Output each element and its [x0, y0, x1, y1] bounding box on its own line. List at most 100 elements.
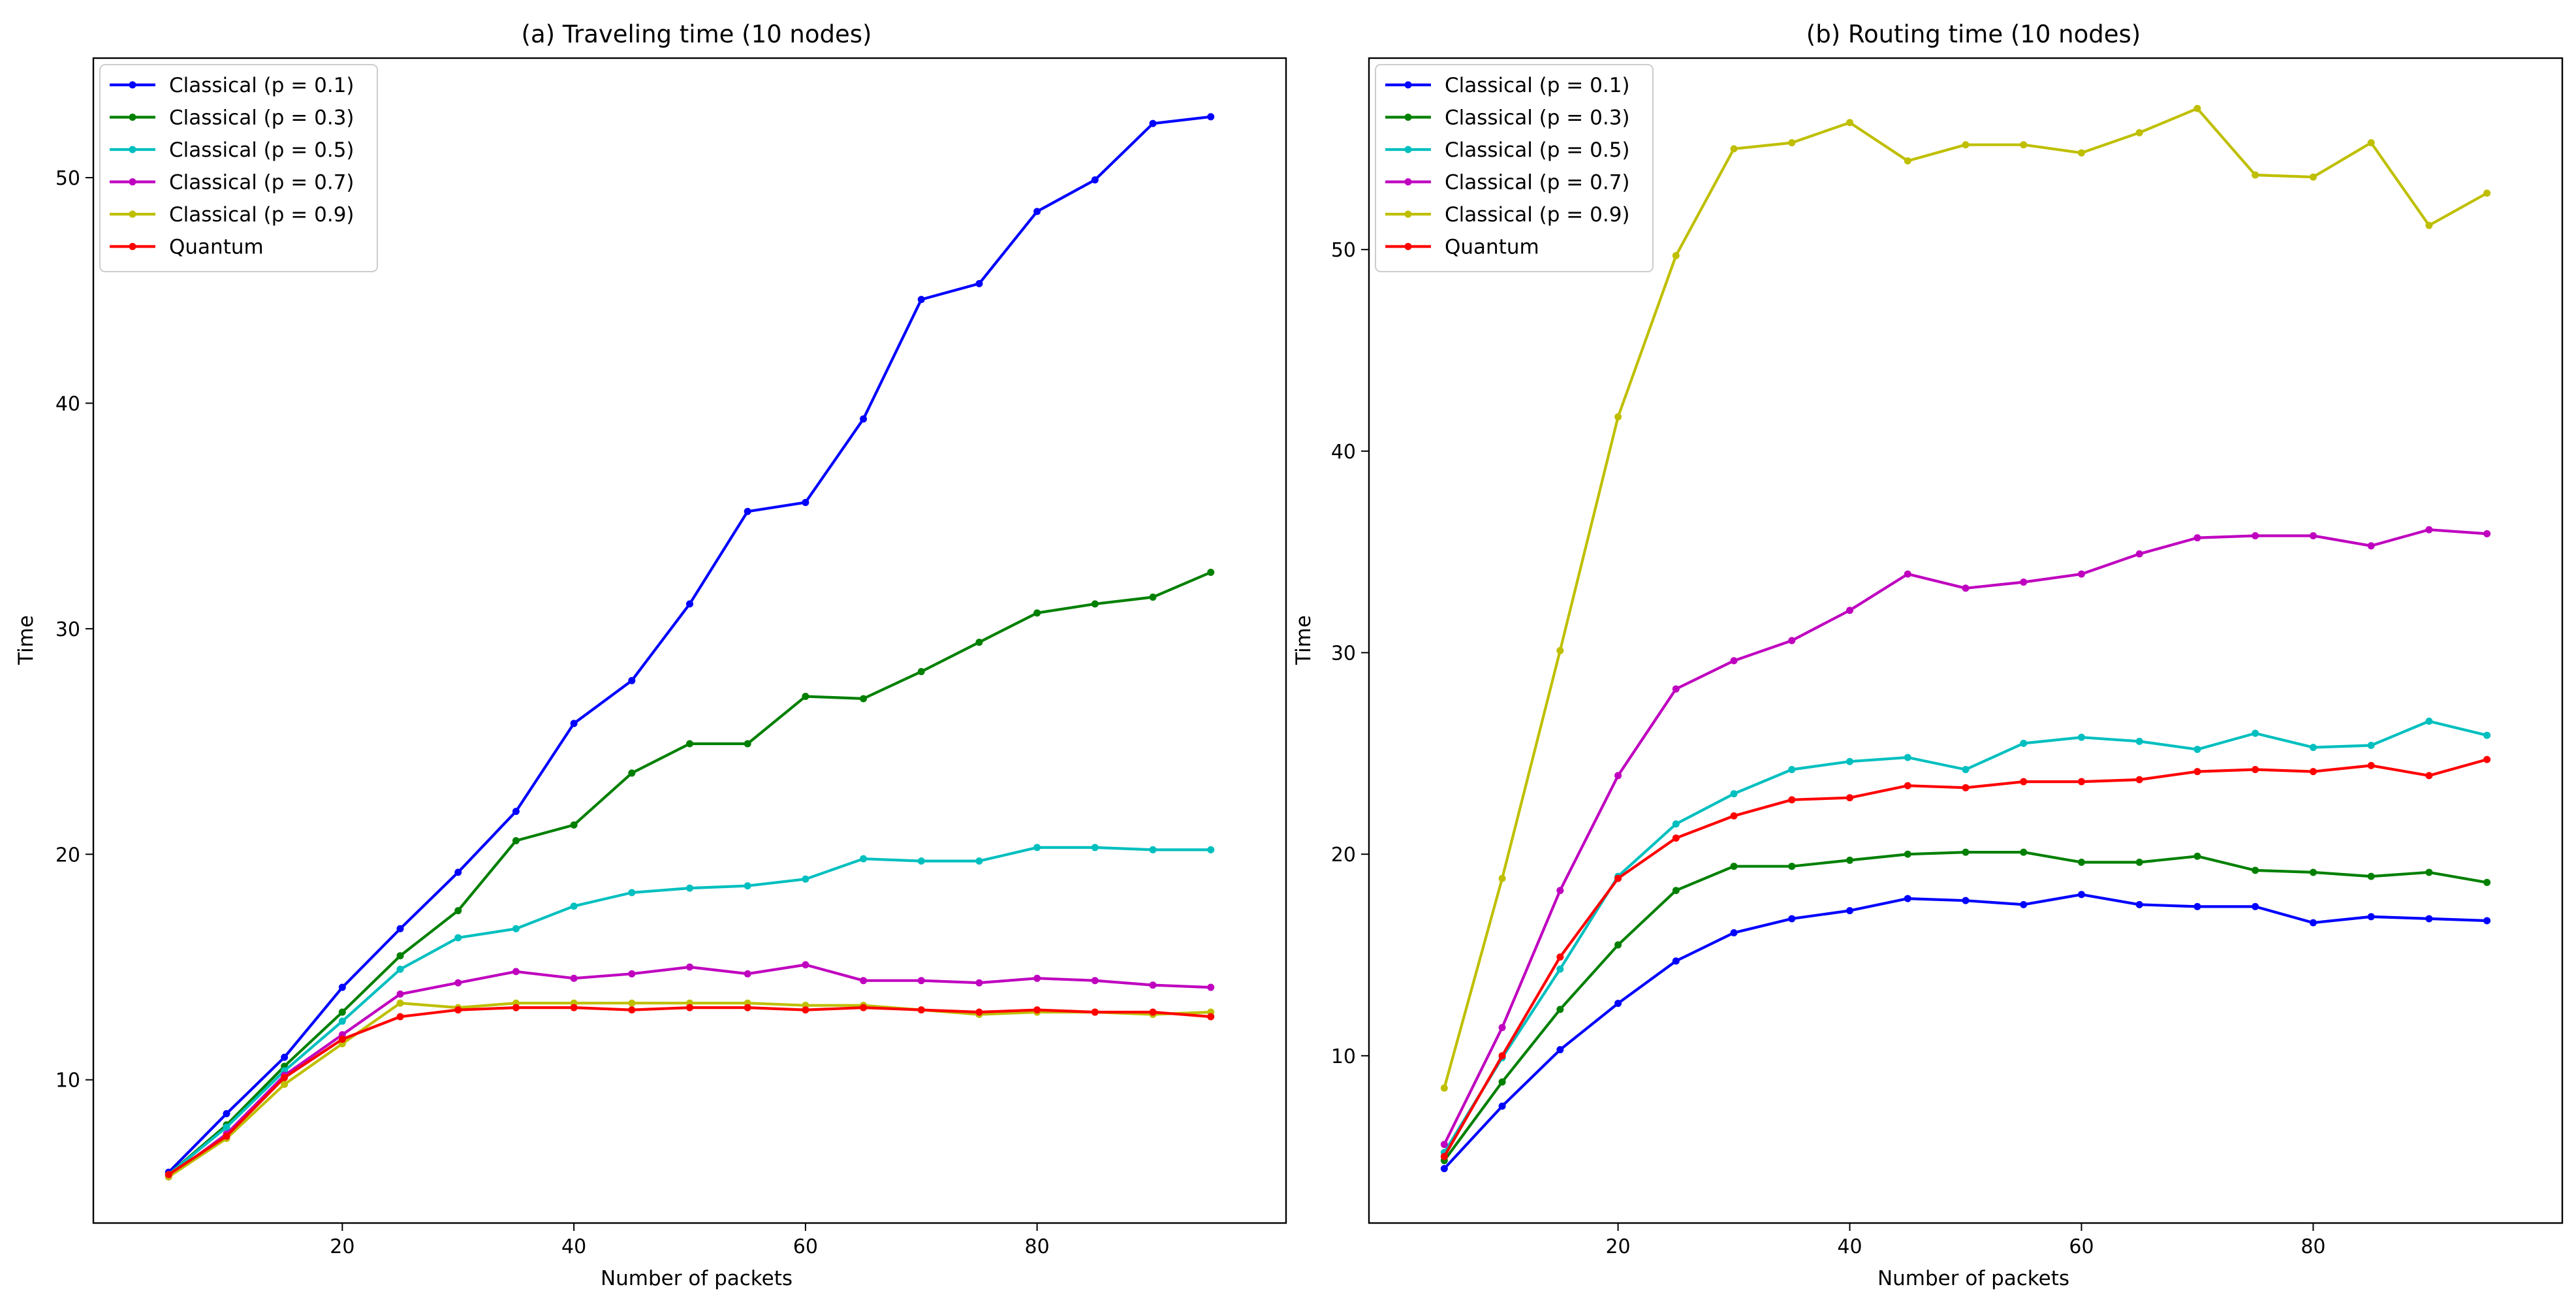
data-point: [1556, 887, 1564, 895]
data-point: [1091, 844, 1099, 851]
legend-marker: [129, 178, 136, 185]
data-point: [1033, 609, 1041, 617]
chart-title: (a) Traveling time (10 nodes): [522, 20, 872, 48]
data-point: [1149, 1008, 1157, 1016]
legend-marker: [1404, 243, 1412, 250]
data-point: [802, 961, 809, 969]
data-point: [2483, 189, 2491, 197]
data-point: [2309, 919, 2317, 927]
data-point: [860, 695, 868, 703]
data-point: [860, 855, 868, 863]
legend-box: [1375, 64, 1654, 272]
data-point: [1672, 887, 1680, 895]
data-point: [1556, 1006, 1564, 1013]
data-point: [1556, 646, 1564, 654]
series-classical-p-0-3: [1440, 848, 2491, 1164]
data-point: [1440, 1141, 1448, 1149]
y-tick-label: 30: [55, 618, 80, 641]
data-point: [338, 1035, 346, 1043]
series-classical-p-0-5: [165, 844, 1215, 1179]
data-point: [1440, 1153, 1448, 1160]
data-point: [628, 1006, 636, 1014]
legend-label: Classical (p = 0.9): [1445, 203, 1630, 227]
legend-marker: [129, 146, 136, 153]
legend-label: Classical (p = 0.3): [1445, 106, 1630, 130]
y-tick-label: 10: [55, 1070, 80, 1092]
data-point: [1904, 895, 1911, 902]
data-point: [686, 740, 693, 748]
data-point: [1033, 974, 1041, 982]
y-tick-label: 20: [1331, 844, 1356, 867]
data-point: [1440, 1084, 1448, 1092]
data-point: [1788, 139, 1796, 147]
data-point: [975, 1008, 983, 1016]
legend-label: Quantum: [169, 236, 264, 259]
data-point: [2193, 902, 2201, 910]
data-point: [2020, 739, 2028, 747]
legend-item: Classical (p = 0.3): [1385, 106, 1630, 130]
data-point: [917, 977, 925, 985]
data-point: [1672, 251, 1680, 259]
legend-marker: [1404, 114, 1412, 121]
x-tick-label: 20: [1605, 1235, 1630, 1258]
x-tick-label: 60: [793, 1235, 818, 1258]
data-point: [2252, 902, 2259, 910]
x-tick-label: 40: [1837, 1235, 1862, 1258]
legend-marker: [1404, 178, 1412, 185]
data-point: [2193, 104, 2201, 112]
data-point: [2077, 733, 2085, 741]
legend-marker: [129, 114, 136, 121]
data-point: [1207, 983, 1215, 991]
legend-item: Classical (p = 0.7): [110, 171, 354, 195]
x-axis-label: Number of packets: [1877, 1267, 2069, 1290]
data-point: [2309, 744, 2317, 752]
data-point: [1614, 1000, 1622, 1008]
legend-label: Classical (p = 0.5): [169, 138, 354, 162]
data-point: [454, 1006, 462, 1014]
data-point: [2077, 149, 2085, 157]
data-point: [223, 1123, 230, 1131]
data-point: [2483, 755, 2491, 763]
data-point: [1846, 607, 1854, 614]
data-point: [628, 889, 636, 897]
data-point: [338, 1017, 346, 1025]
data-point: [2483, 731, 2491, 739]
data-point: [2309, 173, 2317, 181]
y-tick-label: 40: [1331, 441, 1356, 464]
data-point: [570, 902, 578, 910]
data-point: [338, 983, 346, 991]
data-point: [744, 970, 751, 978]
data-point: [2483, 530, 2491, 537]
data-point: [1788, 637, 1796, 644]
data-point: [2252, 532, 2259, 540]
data-point: [1904, 754, 1911, 761]
data-point: [1498, 1102, 1506, 1110]
legend-item: Classical (p = 0.3): [110, 106, 354, 130]
data-point: [1846, 119, 1854, 127]
legend-item: Classical (p = 0.1): [110, 74, 354, 97]
data-point: [2020, 778, 2028, 786]
data-point: [1788, 796, 1796, 804]
data-point: [744, 507, 751, 515]
data-point: [1672, 957, 1680, 965]
plot-area: [165, 113, 1215, 1181]
data-point: [454, 979, 462, 987]
data-point: [917, 667, 925, 675]
data-point: [512, 808, 520, 816]
data-point: [512, 925, 520, 932]
data-point: [223, 1132, 230, 1140]
series-classical-p-0-1: [165, 113, 1215, 1176]
data-point: [2309, 768, 2317, 776]
data-point: [2425, 915, 2433, 923]
series-classical-p-0-7: [1440, 526, 2491, 1149]
data-point: [1672, 834, 1680, 842]
plot-area: [1440, 104, 2491, 1173]
data-point: [2077, 778, 2085, 786]
y-axis-label: Time: [1292, 615, 1315, 665]
y-tick-label: 50: [55, 167, 80, 190]
x-tick-label: 80: [1025, 1235, 1050, 1258]
legend-item: Quantum: [1385, 236, 1539, 259]
series-classical-p-0-1: [1440, 891, 2491, 1173]
legend-label: Quantum: [1445, 236, 1539, 259]
data-point: [975, 639, 983, 646]
